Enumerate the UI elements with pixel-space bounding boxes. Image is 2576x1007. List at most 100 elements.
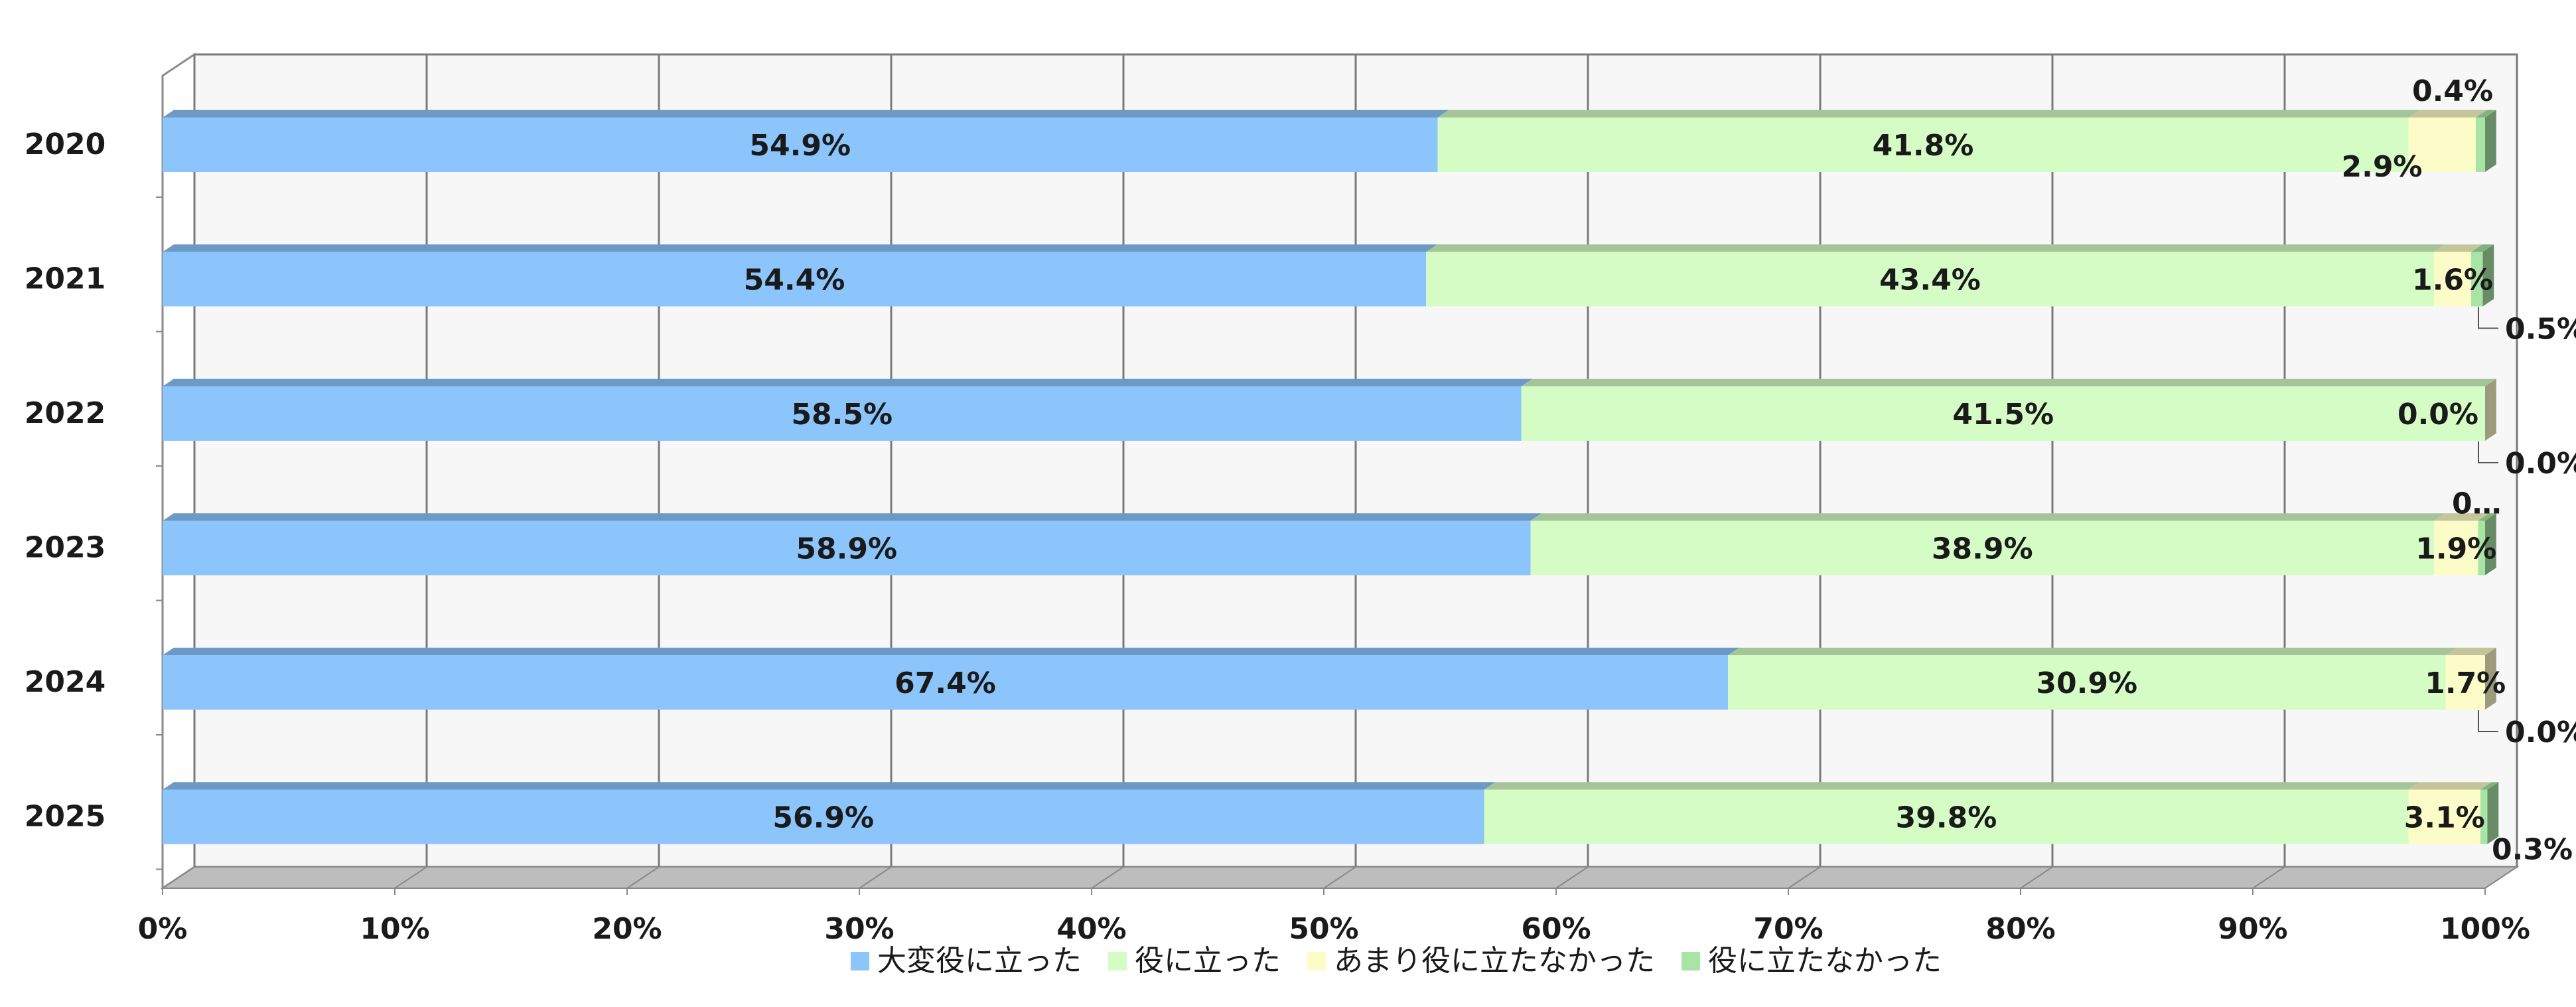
data-label: 54.4% bbox=[744, 264, 845, 297]
legend-label: 役に立った bbox=[1135, 944, 1281, 978]
y-tick-label: 2021 bbox=[25, 262, 106, 296]
data-label: 0.3% bbox=[2492, 833, 2573, 867]
data-labels: 54.9% 41.8% 2.9% 0.4% 54.4% 43.4% 1.6% 0.5% 58.5… bbox=[744, 74, 2576, 867]
bar-segment bbox=[1426, 252, 2434, 307]
bar-top bbox=[2471, 244, 2494, 252]
data-label: 0… bbox=[2452, 487, 2502, 521]
bar-segment bbox=[2434, 520, 2478, 576]
floor-gridline bbox=[1091, 866, 1124, 889]
legend-swatch bbox=[1682, 952, 1700, 970]
y-tick-label: 2024 bbox=[25, 665, 106, 699]
data-label: 1.7% bbox=[2425, 666, 2506, 700]
bar-top bbox=[1484, 782, 2420, 790]
data-label: 0.0% bbox=[2397, 398, 2478, 431]
y-axis-ticks: 2020 2021 2022 2023 2024 2025 bbox=[25, 127, 163, 870]
data-label: 0.0% bbox=[2505, 447, 2576, 481]
bar-segment bbox=[163, 117, 1438, 172]
data-label: 41.8% bbox=[1873, 129, 1974, 163]
data-label: 0.5% bbox=[2505, 313, 2576, 347]
data-label: 58.5% bbox=[791, 398, 893, 431]
bar-segment bbox=[1437, 117, 2409, 172]
bar-segment bbox=[163, 386, 1522, 441]
data-label: 41.5% bbox=[1952, 398, 2054, 431]
x-tick-label: 0% bbox=[138, 912, 188, 946]
bar-top bbox=[2408, 782, 2492, 790]
leader-line bbox=[2478, 710, 2498, 732]
bar-segment bbox=[1484, 789, 2409, 844]
bar-segment bbox=[2476, 117, 2485, 172]
bar-top bbox=[2476, 110, 2496, 117]
floor-gridline bbox=[2484, 866, 2518, 889]
bar-side bbox=[2482, 244, 2494, 307]
bar-segment bbox=[2480, 789, 2488, 844]
data-label: 0.4% bbox=[2412, 74, 2493, 108]
floor-gridline bbox=[626, 866, 660, 889]
bar-top bbox=[163, 513, 1542, 521]
data-label: 0.0% bbox=[2505, 716, 2576, 749]
bar-segment bbox=[163, 789, 1484, 844]
bar-segment bbox=[2408, 117, 2476, 172]
bar-segment bbox=[1530, 520, 2434, 576]
floor-gridline bbox=[1323, 866, 1356, 889]
x-tick-label: 30% bbox=[824, 912, 894, 946]
y-tick-label: 2023 bbox=[25, 531, 106, 565]
bar-side bbox=[2485, 647, 2496, 710]
bars bbox=[163, 110, 2499, 844]
bar-top bbox=[1437, 110, 2420, 117]
floor-gridline bbox=[2252, 866, 2285, 889]
floor-gridline bbox=[859, 866, 892, 889]
legend-swatch bbox=[1108, 952, 1127, 970]
leader-line bbox=[2478, 441, 2498, 463]
bar-segment bbox=[2478, 520, 2485, 576]
data-label: 39.8% bbox=[1896, 801, 1997, 835]
legend-swatch bbox=[1307, 952, 1326, 970]
left-wall bbox=[161, 52, 196, 890]
data-label: 30.9% bbox=[2036, 666, 2137, 700]
y-tick-label: 2022 bbox=[25, 396, 106, 430]
gridlines bbox=[162, 54, 2518, 895]
bar-segment bbox=[2445, 655, 2485, 710]
bar-segment bbox=[1521, 386, 2485, 441]
floor-gridline bbox=[394, 866, 427, 889]
x-tick-label: 60% bbox=[1521, 912, 1591, 946]
data-label: 38.9% bbox=[1932, 532, 2033, 566]
x-tick-label: 70% bbox=[1753, 912, 1823, 946]
bar-side bbox=[2485, 513, 2496, 576]
bar-segment bbox=[163, 520, 1531, 576]
data-label: 43.4% bbox=[1879, 264, 1981, 297]
bar-top bbox=[163, 782, 1496, 790]
plot-area bbox=[160, 52, 2520, 890]
data-label: 2.9% bbox=[2341, 150, 2422, 184]
x-tick-label: 50% bbox=[1289, 912, 1358, 946]
y-tick-label: 2025 bbox=[25, 800, 106, 834]
bar-side bbox=[2485, 378, 2496, 441]
bar-segment bbox=[2471, 252, 2483, 307]
bar-segment bbox=[2408, 789, 2480, 844]
bar-top bbox=[1521, 378, 2496, 386]
bar-segment bbox=[163, 655, 1728, 710]
bar-top bbox=[2445, 647, 2496, 655]
legend-label: あまり役に立たなかった bbox=[1334, 944, 1655, 978]
bar-top bbox=[1426, 244, 2445, 252]
bar-top bbox=[2434, 513, 2490, 521]
leader-line bbox=[2478, 307, 2498, 329]
data-label: 58.9% bbox=[796, 532, 897, 566]
x-tick-label: 80% bbox=[1985, 912, 2055, 946]
y-tick-label: 2020 bbox=[25, 127, 106, 161]
floor-gridline bbox=[1555, 866, 1589, 889]
bar-side bbox=[2485, 110, 2496, 172]
bar-top bbox=[2434, 244, 2482, 252]
bar-top bbox=[2478, 513, 2496, 521]
data-label: 1.9% bbox=[2415, 532, 2496, 566]
legend-label: 大変役に立った bbox=[877, 944, 1082, 978]
floor-gridline bbox=[1788, 866, 1821, 889]
x-tick-label: 20% bbox=[592, 912, 662, 946]
x-tick-label: 100% bbox=[2440, 912, 2530, 946]
bar-top bbox=[163, 378, 1533, 386]
bar-top bbox=[1728, 647, 2457, 655]
bar-side bbox=[2487, 782, 2499, 844]
bar-top bbox=[1530, 513, 2445, 521]
data-label: 54.9% bbox=[749, 129, 851, 163]
x-tick-label: 90% bbox=[2218, 912, 2287, 946]
